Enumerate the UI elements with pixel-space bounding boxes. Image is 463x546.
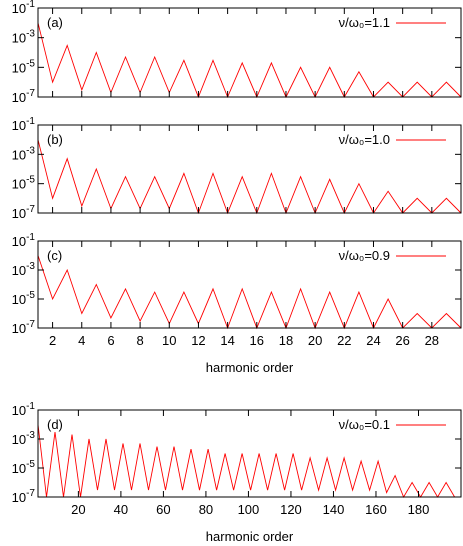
- x-tick-label: 14: [220, 333, 234, 348]
- x-tick-label: 60: [156, 502, 170, 517]
- x-tick-label: 20: [71, 502, 85, 517]
- x-tick-label: 120: [280, 502, 302, 517]
- x-tick-label: 8: [136, 333, 143, 348]
- y-tick-label: 10-5: [12, 58, 36, 75]
- panel-label: (d): [47, 417, 63, 432]
- x-tick-label: 6: [107, 333, 114, 348]
- x-tick-label: 16: [250, 333, 264, 348]
- y-tick-base: 10: [12, 490, 26, 505]
- plot-frame: [37, 124, 462, 214]
- x-tick-label: 2: [49, 333, 56, 348]
- x-tick-label: 28: [425, 333, 439, 348]
- x-tick-label: 4: [78, 333, 85, 348]
- y-tick-label: 10-1: [12, 0, 36, 16]
- panel-label: (b): [47, 132, 63, 147]
- y-tick-base: 10: [12, 403, 26, 418]
- y-tick-exponent: -1: [26, 0, 35, 10]
- x-tick-label: 26: [395, 333, 409, 348]
- spectrum-line: [37, 424, 455, 499]
- y-tick-base: 10: [12, 234, 26, 249]
- panel-label: (a): [47, 15, 63, 30]
- y-tick-base: 10: [12, 263, 26, 278]
- x-tick-label: 10: [162, 333, 176, 348]
- y-tick-label: 10-5: [12, 290, 36, 307]
- x-tick-label: 20: [308, 333, 322, 348]
- spectrum-line: [37, 255, 462, 330]
- y-tick-base: 10: [12, 147, 26, 162]
- y-tick-label: 10-1: [12, 116, 36, 133]
- x-tick-label: 40: [114, 502, 128, 517]
- y-tick-base: 10: [12, 206, 26, 221]
- plot-frame: [37, 240, 462, 329]
- y-tick-exponent: -1: [26, 401, 35, 412]
- y-tick-label: 10-5: [12, 175, 36, 192]
- legend-label: ν/ω₀=0.9: [339, 248, 390, 263]
- legend-label: ν/ω₀=0.1: [339, 417, 390, 432]
- x-tick-label: 22: [337, 333, 351, 348]
- y-tick-label: 10-7: [12, 204, 36, 221]
- y-tick-label: 10-3: [12, 145, 36, 162]
- y-tick-exponent: -3: [26, 145, 35, 156]
- y-tick-base: 10: [12, 177, 26, 192]
- x-axis-label: harmonic order: [206, 529, 294, 544]
- y-tick-base: 10: [12, 118, 26, 133]
- y-tick-label: 10-1: [12, 232, 36, 249]
- y-tick-exponent: -1: [26, 116, 35, 127]
- x-tick-label: 18: [279, 333, 293, 348]
- y-tick-label: 10-7: [12, 319, 36, 336]
- y-tick-label: 10-7: [12, 88, 36, 105]
- y-tick-label: 10-3: [12, 261, 36, 278]
- y-tick-base: 10: [12, 321, 26, 336]
- y-tick-base: 10: [12, 1, 26, 16]
- y-tick-exponent: -7: [26, 488, 35, 499]
- y-tick-base: 10: [12, 90, 26, 105]
- y-tick-exponent: -7: [26, 88, 35, 99]
- x-tick-label: 180: [408, 502, 430, 517]
- y-tick-base: 10: [12, 60, 26, 75]
- y-tick-exponent: -3: [26, 261, 35, 272]
- panel-label: (c): [47, 248, 62, 263]
- legend-label: ν/ω₀=1.0: [339, 132, 390, 147]
- y-tick-base: 10: [12, 461, 26, 476]
- plot-frame: [37, 409, 462, 498]
- x-tick-label: 80: [199, 502, 213, 517]
- y-tick-exponent: -5: [26, 290, 35, 301]
- y-tick-label: 10-7: [12, 488, 36, 505]
- x-tick-label: 100: [238, 502, 260, 517]
- y-tick-exponent: -5: [26, 175, 35, 186]
- plot-frame: [37, 7, 462, 98]
- y-tick-label: 10-5: [12, 459, 36, 476]
- y-tick-base: 10: [12, 31, 26, 46]
- y-tick-base: 10: [12, 292, 26, 307]
- spectrum-line: [37, 139, 462, 215]
- x-tick-label: 12: [191, 333, 205, 348]
- x-tick-label: 140: [323, 502, 345, 517]
- y-tick-exponent: -5: [26, 459, 35, 470]
- spectrum-line: [37, 22, 462, 99]
- y-tick-label: 10-3: [12, 430, 36, 447]
- y-tick-exponent: -7: [26, 319, 35, 330]
- x-tick-label: 160: [365, 502, 387, 517]
- x-tick-label: 24: [366, 333, 380, 348]
- y-tick-label: 10-3: [12, 29, 36, 46]
- y-tick-label: 10-1: [12, 401, 36, 418]
- legend-label: ν/ω₀=1.1: [339, 15, 390, 30]
- y-tick-exponent: -3: [26, 29, 35, 40]
- y-tick-exponent: -7: [26, 204, 35, 215]
- y-tick-base: 10: [12, 432, 26, 447]
- x-axis-label: harmonic order: [206, 360, 294, 375]
- y-tick-exponent: -3: [26, 430, 35, 441]
- y-tick-exponent: -5: [26, 58, 35, 69]
- y-tick-exponent: -1: [26, 232, 35, 243]
